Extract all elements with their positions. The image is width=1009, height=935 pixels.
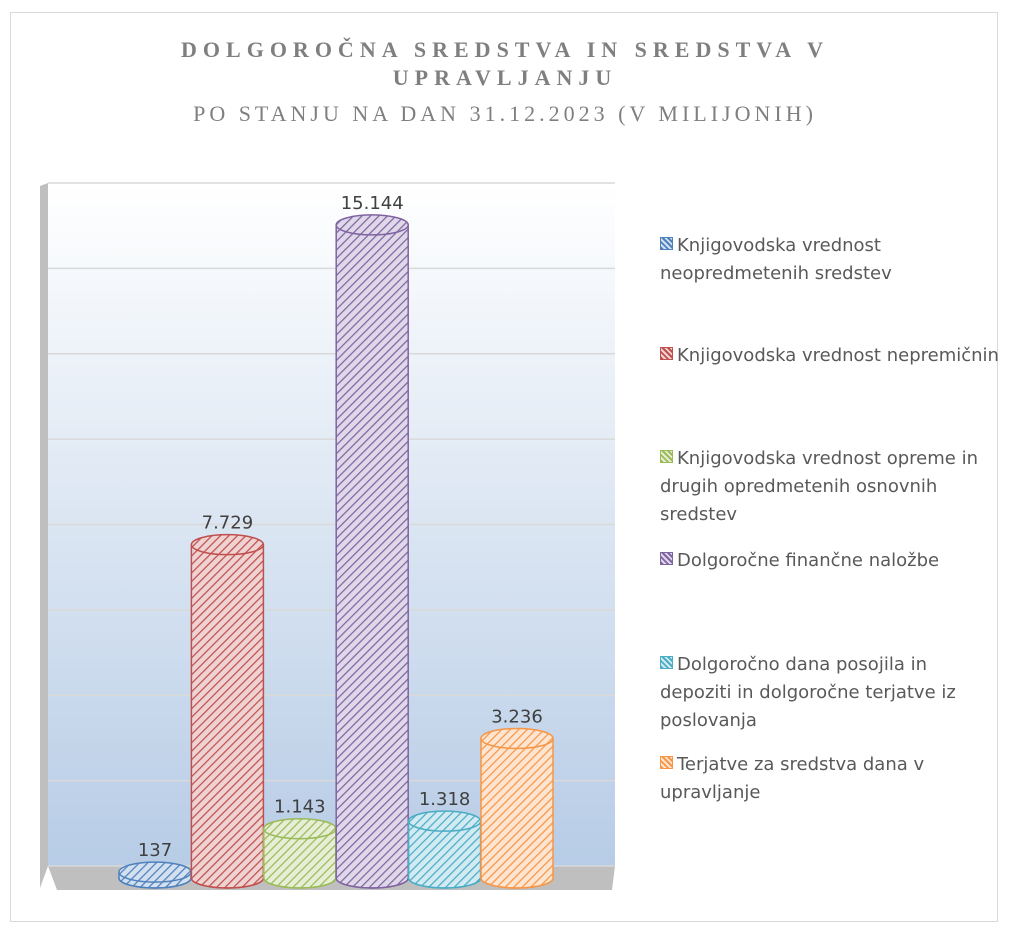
cylinder-bottom-edge <box>335 877 409 889</box>
chart-title: DOLGOROČNA SREDSTVA IN SREDSTVA V UPRAVL… <box>181 37 829 90</box>
cylinder-bottom-edge <box>118 877 192 889</box>
data-label: 7.729 <box>202 513 254 534</box>
cylinder-bottom-edge <box>480 877 554 889</box>
data-label: 1.143 <box>274 797 326 818</box>
legend-item: Knjigovodska vrednost neopredmetenih sre… <box>660 232 1000 288</box>
legend-item: Knjigovodska vrednost nepremičnin <box>660 342 1000 370</box>
cylinder-top <box>190 533 265 556</box>
data-label: 1.318 <box>419 789 471 810</box>
bar <box>336 224 409 879</box>
cylinder-top <box>118 861 192 883</box>
legend-label: Terjatve za sredstva dana v upravljanje <box>660 754 925 803</box>
legend-swatch <box>660 656 673 669</box>
cylinder-top <box>335 214 409 236</box>
legend-swatch <box>660 552 673 565</box>
bar <box>191 544 264 878</box>
legend-swatch <box>660 237 673 250</box>
legend-swatch <box>660 450 673 463</box>
legend-label: Dolgoročno dana posojila in depoziti in … <box>660 654 956 731</box>
legend-item: Dolgoročno dana posojila in depoziti in … <box>660 651 1000 735</box>
cylinder-bottom-edge <box>263 877 337 889</box>
cylinder-top <box>263 817 337 840</box>
legend-item: Knjigovodska vrednost opreme in drugih o… <box>660 445 1000 529</box>
legend-label: Knjigovodska vrednost nepremičnin <box>677 345 999 366</box>
data-label: 3.236 <box>491 706 543 727</box>
cylinder-bottom-edge <box>407 877 482 889</box>
chart-frame <box>10 12 998 922</box>
data-label: 137 <box>138 840 172 861</box>
legend-label: Knjigovodska vrednost neopredmetenih sre… <box>660 235 892 284</box>
cylinder-top <box>480 727 554 750</box>
cylinder-top <box>407 810 482 832</box>
legend-swatch <box>660 347 673 360</box>
legend-label: Dolgoročne finančne naložbe <box>677 550 940 571</box>
cylinder-bottom-edge <box>190 877 265 889</box>
bar <box>481 738 553 878</box>
legend-item: Terjatve za sredstva dana v upravljanje <box>660 751 1000 807</box>
side-wall <box>40 183 48 888</box>
legend-item: Dolgoročne finančne naložbe <box>660 547 1000 575</box>
data-label: 15.144 <box>341 193 404 214</box>
legend-swatch <box>660 756 673 769</box>
chart-subtitle: PO STANJU NA DAN 31.12.2023 (V MILIJONIH… <box>193 101 817 126</box>
legend-label: Knjigovodska vrednost opreme in drugih o… <box>660 448 978 525</box>
